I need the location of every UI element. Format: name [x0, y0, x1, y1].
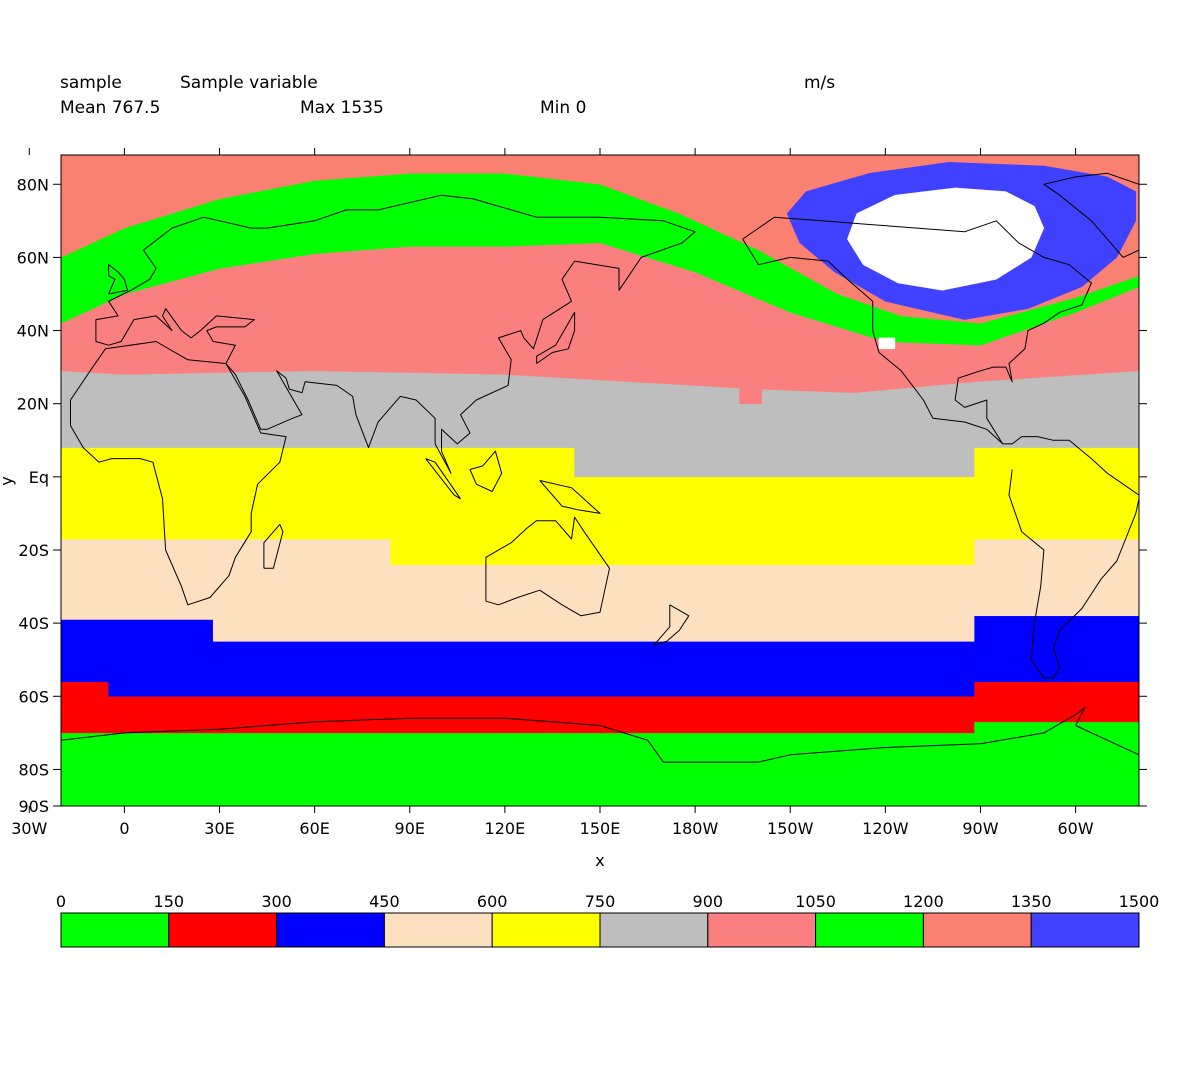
contour-region-1	[973, 721, 1139, 734]
x-tick-label: 150E	[580, 819, 621, 838]
y-tick-label: 40S	[18, 614, 49, 633]
y-tick-label: 20S	[18, 541, 49, 560]
contour-region-14	[878, 337, 896, 350]
contour-region-12	[847, 187, 1045, 291]
colorbar-label: 0	[56, 892, 66, 911]
y-tick-label: 60N	[17, 248, 49, 267]
coastline-japan	[536, 311, 576, 364]
contour-region-13	[739, 381, 762, 404]
x-axis: 30W 0 30E 60E 90E 120E 150E 180W 150W 120W 90W 60W	[11, 148, 1094, 838]
coastline-africa	[70, 341, 287, 606]
y-axis: 80N 60N 40N 20N Eq 20S 40S 60S 80S 90S	[17, 175, 1147, 816]
x-tick-label: 120W	[862, 819, 909, 838]
y-tick-label: 20N	[17, 395, 49, 414]
x-tick-label: 120E	[485, 819, 526, 838]
coastline-borneo	[469, 450, 503, 492]
colorbar-swatch	[922, 912, 1032, 948]
x-axis-label: x	[595, 851, 604, 870]
colorbar-swatch	[383, 912, 493, 948]
contour-fills	[61, 155, 1139, 806]
coastline-britain	[108, 264, 129, 295]
contour-region-3	[973, 681, 1139, 723]
colorbar-swatch	[1030, 912, 1140, 948]
colorbar-swatch	[168, 912, 278, 948]
colorbar-swatch	[491, 912, 601, 948]
max-stat: Max 1535	[300, 98, 384, 118]
colorbar-label: 1200	[903, 892, 944, 911]
x-tick-label: 180W	[672, 819, 719, 838]
x-tick-label: 90E	[395, 819, 425, 838]
coastline-madagascar	[263, 523, 284, 569]
colorbar-label: 450	[369, 892, 400, 911]
x-tick-label: 30E	[204, 819, 234, 838]
variable-name: sample	[60, 73, 122, 93]
colorbar-label: 1350	[1011, 892, 1052, 911]
coastline-greenland	[1043, 172, 1139, 258]
contour-region-0	[61, 732, 1139, 806]
colorbar-label: 300	[261, 892, 292, 911]
coastline-south-america	[1008, 469, 1139, 679]
colorbar-label: 150	[154, 892, 185, 911]
mean-stat: Mean 767.5	[60, 98, 161, 118]
coastline-new-guinea	[539, 480, 601, 514]
colorbar-label: 1500	[1119, 892, 1160, 911]
coastline-eurasia	[95, 194, 696, 474]
coastline-new-zealand	[653, 604, 690, 646]
x-tick-label: 60E	[299, 819, 329, 838]
coastlines	[61, 172, 1139, 763]
coastline-australia	[485, 516, 610, 617]
y-tick-label: 80S	[18, 760, 49, 779]
y-tick-label: 60S	[18, 687, 49, 706]
x-tick-label: 0	[119, 819, 129, 838]
colorbar: 0 150 300 450 600 750 900 1050 1200 1350 1500	[56, 892, 1160, 948]
colorbar-label: 1050	[795, 892, 836, 911]
y-tick-label: 80N	[17, 175, 49, 194]
y-tick-label: Eq	[29, 468, 49, 487]
coastline-sumatra	[425, 458, 461, 500]
x-tick-label: 60W	[1057, 819, 1093, 838]
colorbar-swatch	[707, 912, 817, 948]
variable-long-name: Sample variable	[180, 73, 318, 93]
y-tick-label: 90S	[18, 797, 49, 816]
min-stat: Min 0	[540, 98, 587, 118]
y-axis-label: y	[0, 476, 16, 485]
coastline-antarctica	[61, 706, 1139, 763]
units-label: m/s	[804, 73, 836, 93]
colorbar-swatch	[599, 912, 709, 948]
coastline-north-america	[742, 216, 1139, 496]
colorbar-swatch	[60, 912, 170, 948]
colorbar-label: 750	[585, 892, 616, 911]
y-tick-label: 40N	[17, 322, 49, 341]
coastline-west-coast	[742, 238, 1004, 445]
x-tick-label: 90W	[962, 819, 998, 838]
colorbar-swatch	[276, 912, 385, 948]
colorbar-label: 600	[477, 892, 508, 911]
x-tick-label: 150W	[767, 819, 814, 838]
x-tick-label: 30W	[11, 819, 47, 838]
colorbar-label: 900	[693, 892, 724, 911]
colorbar-swatch	[815, 912, 924, 948]
